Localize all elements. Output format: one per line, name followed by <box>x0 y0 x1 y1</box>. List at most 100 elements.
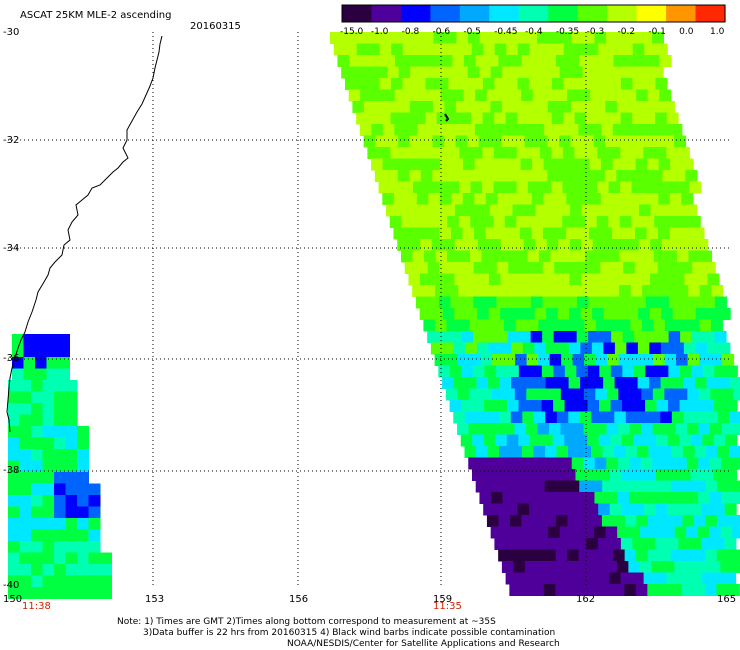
east-swath-cell <box>356 112 369 125</box>
east-swath-cell <box>447 216 460 228</box>
east-swath-cell <box>706 377 719 389</box>
east-swath-cell <box>482 147 495 159</box>
east-swath-cell <box>469 285 482 297</box>
east-swath-cell <box>537 457 550 470</box>
east-swath-cell <box>648 446 661 458</box>
west-swath-cell <box>23 345 36 358</box>
west-swath-cell <box>54 575 66 588</box>
east-swath-cell <box>670 158 683 171</box>
east-swath-cell <box>724 538 737 550</box>
east-swath-cell <box>471 43 484 56</box>
east-swath-cell <box>469 319 482 332</box>
east-swath-cell <box>401 181 414 194</box>
map-title: ASCAT 25KM MLE-2 ascending <box>20 10 172 21</box>
east-swath-cell <box>598 434 611 447</box>
east-swath-cell <box>599 296 612 309</box>
east-swath-cell <box>688 285 701 297</box>
east-swath-cell <box>440 158 453 171</box>
east-swath-cell <box>455 204 468 217</box>
east-swath-cell <box>624 124 637 136</box>
east-swath-cell <box>672 342 685 355</box>
east-swath-cell <box>413 78 426 90</box>
east-swath-cell <box>515 285 528 297</box>
east-swath-cell <box>585 147 598 159</box>
east-swath-cell <box>559 101 572 113</box>
east-swath-cell <box>484 331 497 343</box>
east-swath-cell <box>625 446 638 458</box>
east-swath-cell <box>484 296 497 309</box>
east-swath-cell <box>528 147 541 159</box>
east-swath-cell <box>609 469 622 481</box>
east-swath-cell <box>688 216 701 228</box>
east-swath-cell <box>540 43 553 56</box>
east-swath-cell <box>657 296 670 309</box>
east-swath-cell <box>682 549 695 562</box>
west-swath-cell <box>54 564 66 576</box>
west-swath-cell <box>31 552 43 565</box>
west-swath-cell <box>31 380 43 392</box>
east-swath-cell <box>555 55 568 67</box>
east-swath-cell <box>446 319 459 332</box>
east-swath-cell <box>546 273 559 286</box>
east-swath-cell <box>703 262 716 274</box>
east-swath-cell <box>603 342 616 355</box>
east-swath-cell <box>374 170 387 182</box>
east-swath-cell <box>631 181 644 194</box>
east-swath-cell <box>661 308 674 320</box>
east-swath-cell <box>514 32 526 44</box>
east-swath-cell <box>511 308 524 320</box>
east-swath-cell <box>603 273 616 286</box>
east-swath-cell <box>496 331 509 343</box>
east-swath-cell <box>652 423 665 435</box>
east-swath-cell <box>527 216 540 228</box>
east-swath-cell <box>684 308 697 320</box>
west-swath-cell <box>65 414 78 427</box>
east-swath-cell <box>522 342 535 355</box>
east-swath-cell <box>549 319 562 332</box>
east-swath-cell <box>683 377 696 389</box>
east-swath-cell <box>481 285 494 297</box>
east-swath-cell <box>639 204 652 217</box>
east-swath-cell <box>524 135 537 148</box>
east-swath-cell <box>435 216 448 228</box>
east-swath-cell <box>494 112 507 125</box>
east-swath-cell <box>504 216 517 228</box>
east-swath-cell <box>409 135 422 148</box>
east-swath-cell <box>524 204 537 217</box>
east-swath-cell <box>675 423 688 435</box>
east-swath-cell <box>697 492 710 504</box>
west-swath-cell <box>54 391 66 404</box>
east-swath-cell <box>628 526 641 539</box>
west-swath-cell <box>42 529 55 542</box>
east-swath-cell <box>571 492 584 504</box>
east-swath-cell <box>656 434 669 447</box>
east-swath-cell <box>585 181 598 194</box>
east-swath-cell <box>553 331 566 343</box>
east-swath-cell <box>666 112 679 125</box>
east-swath-cell <box>436 78 449 90</box>
east-swath-cell <box>398 135 411 148</box>
east-swath-cell <box>512 239 525 251</box>
east-swath-cell <box>490 492 503 504</box>
east-swath-cell <box>620 78 633 90</box>
east-swath-cell <box>615 308 628 320</box>
east-swath-cell <box>639 135 652 148</box>
east-swath-cell <box>578 55 591 67</box>
east-swath-cell <box>687 388 700 401</box>
east-swath-cell <box>595 423 608 435</box>
east-swath-cell <box>528 78 541 90</box>
east-swath-cell <box>713 469 726 481</box>
west-swath-cell <box>77 541 89 553</box>
east-swath-cell <box>628 66 641 79</box>
east-swath-cell <box>664 423 677 435</box>
east-swath-cell <box>613 89 626 102</box>
east-swath-cell <box>707 273 720 286</box>
east-swath-cell <box>578 515 591 527</box>
east-swath-cell <box>389 216 402 228</box>
east-swath-cell <box>424 216 437 228</box>
east-swath-cell <box>443 170 456 182</box>
east-swath-cell <box>729 377 740 389</box>
east-swath-cell <box>672 273 685 286</box>
east-swath-cell <box>531 227 544 240</box>
east-swath-cell <box>459 147 472 159</box>
